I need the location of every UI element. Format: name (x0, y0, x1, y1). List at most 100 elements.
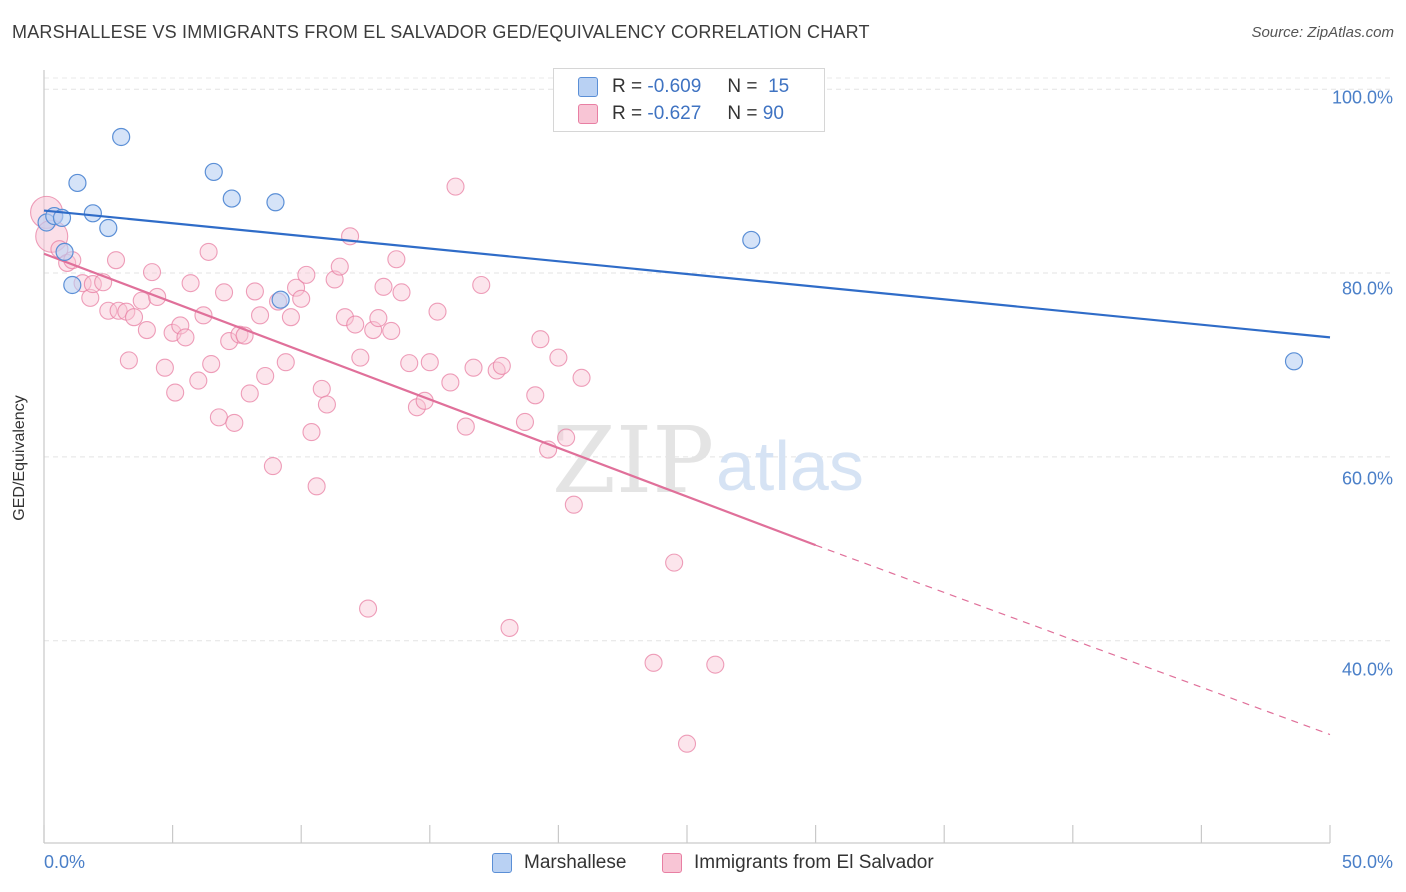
el-salvador-point (142, 263, 162, 282)
marshallese-swatch (578, 77, 598, 97)
y-tick-label: 80.0% (1341, 278, 1393, 299)
el-salvador-point (124, 308, 144, 327)
el-salvador-point (181, 274, 200, 293)
el-salvador-trendline-extension (815, 544, 1331, 736)
el-salvador-point (194, 306, 213, 325)
el-salvador-point (109, 301, 128, 320)
marshallese-point (112, 127, 131, 147)
el-salvador-point (287, 278, 306, 297)
el-salvador-point (335, 308, 354, 327)
el-salvador-point (374, 277, 393, 296)
el-salvador-point (312, 379, 331, 398)
bottom-legend-el-salvador: Immigrants from El Salvador (662, 852, 934, 874)
el-salvador-trendline (43, 252, 816, 547)
legend-r-value: -0.609 (647, 76, 702, 97)
x-tick-label: 0.0% (44, 852, 86, 872)
el-salvador-point (256, 366, 275, 386)
el-salvador-point (330, 257, 349, 276)
el-salvador-point (132, 291, 151, 310)
el-salvador-point (155, 358, 174, 377)
legend-r-label: R = (612, 76, 643, 97)
el-salvador-point (189, 371, 208, 390)
y-tick-label: 60.0% (1341, 468, 1393, 489)
el-salvador-point (214, 283, 234, 302)
el-salvador-point (351, 348, 370, 367)
el-salvador-point (302, 423, 321, 442)
bottom-legend-label: Marshallese (524, 852, 627, 873)
bottom-legend-marshallese: Marshallese (492, 852, 626, 874)
el-salvador-point (572, 368, 591, 387)
el-salvador-point (400, 354, 419, 373)
el-salvador-point (119, 351, 138, 370)
el-salvador-point (677, 734, 697, 753)
el-salvador-point (276, 353, 295, 372)
legend-r-value: -0.627 (647, 103, 702, 124)
marshallese-point (83, 204, 102, 223)
el-salvador-point (492, 356, 511, 375)
el-salvador-point (359, 599, 378, 618)
marshallese-point (742, 230, 761, 250)
el-salvador-point (106, 251, 126, 270)
legend-n-label: N = (727, 76, 758, 97)
el-salvador-point (81, 288, 100, 307)
el-salvador-swatch (578, 104, 598, 124)
el-salvador-point (456, 417, 475, 436)
marshallese-point (1284, 352, 1304, 371)
el-salvador-point (292, 289, 311, 308)
marshallese-swatch (492, 853, 512, 873)
el-salvador-point (369, 309, 388, 328)
el-salvador-point (441, 373, 460, 392)
legend-row-el-salvador: R = -0.627 N = 90 (578, 101, 784, 127)
legend-n-value: 90 (762, 103, 784, 124)
el-salvador-point (263, 457, 282, 476)
marshallese-point (63, 275, 82, 295)
y-tick-label: 40.0% (1341, 659, 1393, 680)
x-tick-label: 50.0% (1341, 852, 1393, 872)
el-salvador-point (225, 413, 244, 432)
el-salvador-point (176, 328, 195, 347)
el-salvador-point (317, 395, 336, 414)
y-tick-label: 100.0% (1331, 87, 1393, 108)
el-salvador-point (171, 316, 190, 335)
marshallese-point (271, 290, 290, 309)
marshallese-point (266, 193, 285, 212)
el-salvador-point (199, 242, 218, 261)
legend-row-marshallese: R = -0.609 N = 15 (578, 74, 789, 100)
source-label: Source: ZipAtlas.com (1251, 24, 1394, 41)
marshallese-point (222, 189, 241, 208)
el-salvador-point (250, 306, 270, 325)
marshallese-trendline (43, 209, 1331, 339)
legend-n-label: N = (727, 103, 758, 124)
el-salvador-point (245, 282, 264, 301)
el-salvador-point (281, 308, 300, 327)
chart-title: MARSHALLESE VS IMMIGRANTS FROM EL SALVAD… (12, 22, 870, 42)
bottom-legend-label: Immigrants from El Salvador (694, 852, 934, 873)
marshallese-point (99, 218, 118, 238)
el-salvador-point (99, 301, 118, 320)
marshallese-point (68, 173, 87, 193)
el-salvador-point (665, 553, 684, 572)
legend-r-label: R = (612, 103, 643, 124)
el-salvador-point (307, 477, 326, 496)
el-salvador-point (549, 348, 568, 367)
legend-n-value: 15 (768, 76, 790, 97)
el-salvador-point (564, 495, 583, 514)
el-salvador-point (240, 384, 259, 403)
el-salvador-point (364, 320, 383, 340)
el-salvador-point (202, 355, 221, 374)
el-salvador-point (209, 408, 228, 427)
el-salvador-point (446, 177, 465, 196)
watermark-atlas: atlas (716, 427, 864, 505)
el-salvador-point (392, 283, 411, 302)
el-salvador-point (557, 428, 576, 447)
el-salvador-point (464, 358, 483, 377)
marshallese-point (55, 242, 74, 262)
el-salvador-point (137, 320, 156, 340)
correlation-legend: R = -0.609 N = 15 R = -0.627 N = 90 (553, 68, 825, 132)
el-salvador-point (382, 321, 401, 341)
el-salvador-point (531, 330, 550, 349)
el-salvador-point (515, 412, 535, 432)
el-salvador-point (428, 302, 447, 321)
el-salvador-point (230, 325, 249, 344)
